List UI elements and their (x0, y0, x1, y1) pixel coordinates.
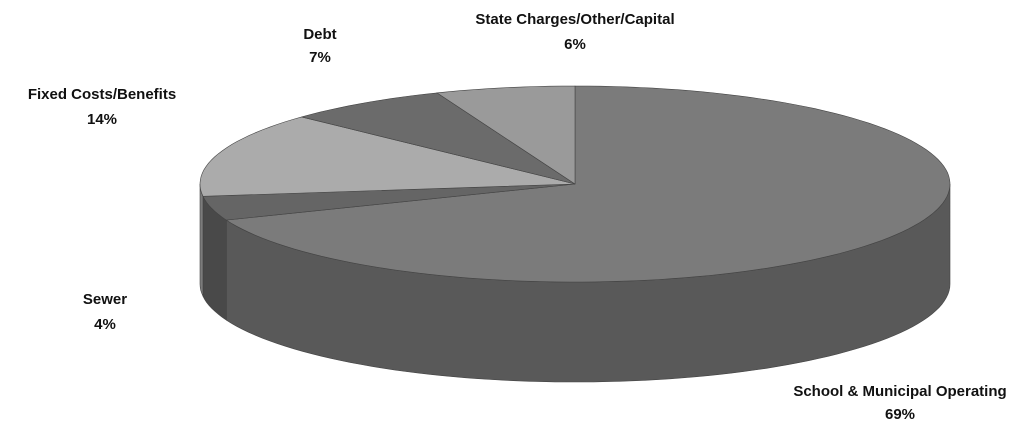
slice-value: 4% (94, 316, 116, 333)
slice-value: 14% (87, 111, 117, 128)
slice (202, 183, 576, 221)
slice-label: State Charges/Other/Capital (475, 11, 674, 28)
slice-value: 6% (564, 36, 586, 53)
slice-label: Debt (303, 26, 336, 43)
slice-label: Sewer (83, 291, 127, 308)
slice-side (199, 183, 204, 297)
slice (225, 85, 951, 283)
slice-value: 69% (885, 406, 915, 423)
slice-label: Fixed Costs/Benefits (28, 86, 176, 103)
slice (199, 116, 576, 197)
slice-label: School & Municipal Operating (793, 383, 1006, 400)
slice (436, 85, 576, 185)
slice-value: 7% (309, 49, 331, 66)
slice (301, 92, 576, 185)
pie (199, 85, 951, 383)
